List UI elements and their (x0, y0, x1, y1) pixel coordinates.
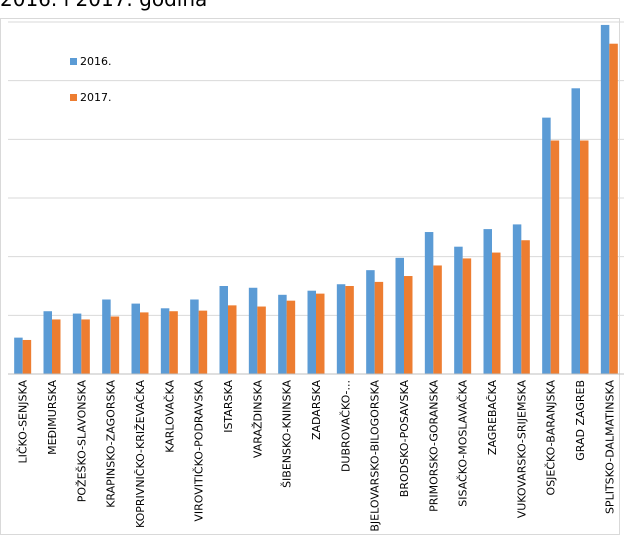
legend-swatch (70, 94, 77, 101)
x-tick-label: KARLOVAČKA (163, 380, 176, 453)
legend: 2016. 2017. (70, 55, 112, 104)
bar-2017-12 (374, 281, 384, 374)
bar-2016-11 (336, 284, 346, 374)
bar-2017-7 (228, 305, 237, 374)
x-tick-label: SPLITSKO-DALMATINSKA (603, 380, 616, 515)
x-tick-label: VIROVITIČKO-PODRAVSKA (193, 380, 206, 522)
legend-label: 2016. (80, 55, 112, 68)
bar-2017-1 (52, 319, 61, 374)
x-tick-label: SISAČKO-MOSLAVAČKA (457, 380, 470, 507)
bar-2016-9 (278, 294, 287, 374)
x-tick-label: GRAD ZAGREB (574, 380, 587, 461)
bar-2017-14 (433, 265, 442, 374)
bar-2016-17 (512, 224, 522, 374)
x-tick-label: ŠIBENSKO-KNINSKA (281, 380, 294, 488)
bar-2016-8 (248, 287, 258, 374)
bar-2017-19 (580, 140, 589, 374)
bar-2016-3 (102, 299, 111, 374)
x-tick-label: VUKOVARSKO-SRIJEMSKA (515, 380, 528, 519)
bar-2017-11 (345, 286, 354, 374)
x-tick-label: ZAGREBAČKA (486, 380, 499, 456)
bar-2016-15 (454, 246, 463, 374)
bar-2016-0 (14, 337, 23, 374)
bar-2017-6 (198, 310, 208, 374)
bar-2016-13 (395, 257, 404, 374)
x-tick-label: BRODSKO-POSAVSKA (398, 380, 411, 498)
legend-swatch (70, 58, 77, 65)
bar-2017-9 (286, 300, 296, 374)
x-tick-label: MEĐIMURSKA (46, 380, 59, 455)
bar-2016-20 (600, 24, 610, 375)
bar-2017-3 (110, 316, 120, 374)
x-tick-label: KOPRIVNIČKO-KRIŽEVAČKA (134, 380, 147, 528)
bar-2017-0 (22, 339, 32, 374)
x-tick-label: VARAŽDINSKA (251, 380, 264, 459)
bar-2017-13 (404, 276, 413, 374)
x-tick-label: DUBROVAČKO-... (339, 380, 352, 472)
bar-2016-19 (571, 88, 580, 374)
bar-2017-5 (169, 311, 178, 374)
bar-2017-18 (550, 140, 560, 374)
x-tick-label: BJELOVARSKO-BILOGORSKA (369, 380, 382, 532)
bar-2016-16 (483, 229, 492, 374)
x-axis-tick-labels: LIČKO-SENJSKA MEĐIMURSKA POŽEŠKO-SLAVONSKA… (17, 380, 617, 532)
bar-2016-5 (160, 308, 170, 374)
bar-2016-1 (43, 311, 52, 374)
bars (14, 24, 618, 375)
bar-2017-8 (257, 306, 266, 374)
bar-2017-16 (492, 252, 501, 374)
bar-2017-2 (81, 319, 90, 374)
bar-2016-2 (72, 313, 82, 374)
bar-2017-20 (609, 43, 618, 374)
bar-2016-6 (190, 299, 199, 374)
bar-2016-4 (131, 303, 140, 374)
bar-2016-12 (366, 270, 375, 374)
bar-2016-18 (542, 117, 551, 375)
chart-title: 2016. i 2017. godina (0, 0, 207, 11)
x-tick-label: OSJEČKO-BARANJSKA (545, 380, 558, 496)
bar-2017-15 (462, 258, 472, 374)
legend-label: 2017. (80, 91, 112, 104)
x-tick-label: ZADARSKA (310, 380, 323, 441)
bar-2017-4 (140, 312, 149, 374)
x-tick-label: PRIMORSKO-GORANSKA (427, 380, 440, 512)
bar-2016-7 (219, 286, 228, 374)
x-tick-label: KRAPINSKO-ZAGORSKA (105, 380, 118, 508)
x-tick-label: POŽEŠKO-SLAVONSKA (75, 380, 88, 503)
bar-2016-14 (424, 232, 434, 374)
bar-2017-17 (521, 240, 530, 374)
x-tick-label: ISTARSKA (222, 380, 235, 433)
bar-2016-10 (307, 290, 316, 374)
bar-2017-10 (316, 293, 325, 374)
x-tick-label: LIČKO-SENJSKA (17, 380, 30, 464)
